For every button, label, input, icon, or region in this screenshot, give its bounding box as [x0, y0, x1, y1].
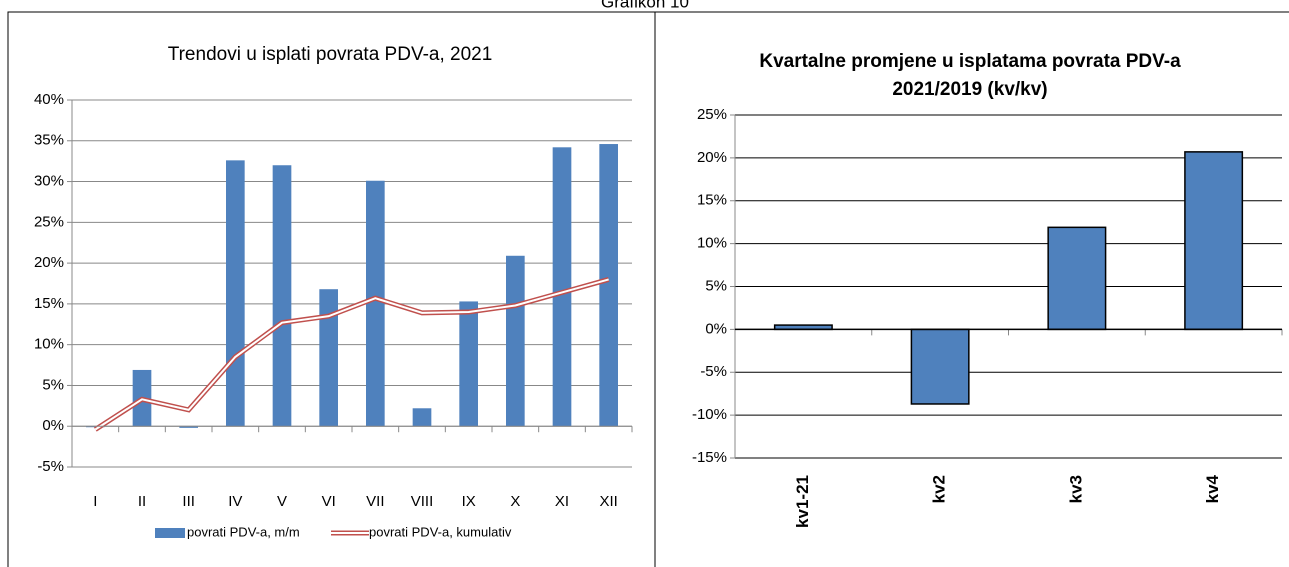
legend-swatch [155, 528, 185, 538]
x-tick-label: III [182, 493, 195, 510]
left-frame [7, 11, 656, 567]
bar [552, 147, 572, 427]
bar [272, 165, 292, 427]
x-tick-label: I [93, 493, 97, 510]
x-tick-label: IV [228, 493, 242, 510]
y-tick-label: 25% [34, 213, 64, 230]
y-tick-label: 5% [705, 277, 727, 294]
x-tick-label: kv2 [930, 475, 949, 503]
y-tick-label: -5% [700, 363, 727, 380]
legend-label: povrati PDV-a, kumulativ [369, 524, 512, 539]
x-tick-label: XI [555, 493, 569, 510]
bar [226, 160, 245, 427]
y-tick-label: 10% [34, 336, 64, 353]
bar [506, 255, 525, 427]
y-tick-label: 35% [34, 132, 64, 149]
chart-title: 2021/2019 (kv/kv) [892, 79, 1047, 100]
bar [179, 426, 198, 428]
y-tick-label: 5% [42, 376, 64, 393]
line-inner [94, 278, 609, 431]
x-tick-label: XII [599, 493, 617, 510]
x-tick-label: IX [462, 493, 476, 510]
y-tick-label: 20% [34, 254, 64, 271]
bar [910, 328, 970, 405]
x-tick-label: kv3 [1066, 475, 1085, 503]
y-tick-label: -15% [692, 449, 727, 466]
chart-title: Trendovi u isplati povrata PDV-a, 2021 [168, 44, 493, 65]
heading: Grafikon 10 [601, 0, 689, 11]
x-tick-label: VI [322, 493, 336, 510]
bar [459, 301, 478, 427]
x-tick-label: V [277, 493, 287, 510]
y-tick-label: -10% [692, 406, 727, 423]
y-tick-label: -5% [37, 458, 64, 475]
y-tick-label: 30% [34, 173, 64, 190]
bar [319, 289, 338, 427]
bar [412, 408, 432, 427]
bar [1047, 226, 1107, 331]
x-tick-label: kv1-21 [793, 475, 812, 528]
x-tick-label: II [138, 493, 146, 510]
y-tick-label: 0% [42, 417, 64, 434]
x-tick-label: VIII [411, 493, 434, 510]
x-tick-label: kv4 [1203, 474, 1222, 503]
bar [599, 144, 618, 427]
chart-title: Kvartalne promjene u isplatama povrata P… [759, 51, 1181, 72]
y-tick-label: 20% [697, 149, 727, 166]
y-tick-label: 15% [697, 192, 727, 209]
x-tick-label: VII [366, 493, 384, 510]
x-tick-label: X [510, 493, 520, 510]
bar [366, 180, 385, 427]
y-tick-label: 40% [34, 91, 64, 108]
legend-label: povrati PDV-a, m/m [187, 524, 300, 539]
y-tick-label: 0% [705, 320, 727, 337]
y-tick-label: 15% [34, 295, 64, 312]
bar [1184, 151, 1244, 331]
y-tick-label: 25% [697, 106, 727, 123]
y-tick-label: 10% [697, 235, 727, 252]
